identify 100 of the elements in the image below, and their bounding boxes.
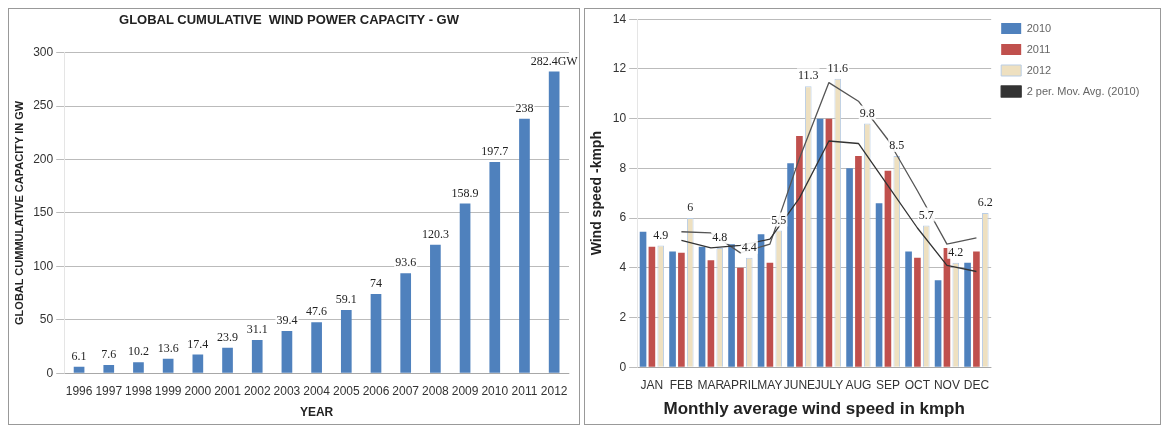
data-label: 10.2 [127,344,149,359]
bar [430,244,441,373]
y-tick-label: 200 [33,151,54,166]
bar [737,267,744,367]
x-tick-label: 2008 [422,383,450,398]
legend-label: 2010 [1026,21,1052,34]
x-tick-label: NOV [933,377,960,392]
chart-title: GLOBAL CUMULATIVE WIND POWER CAPACITY - GW [119,12,460,28]
data-label: 120.3 [421,226,449,241]
x-tick-label: AUG [845,377,872,392]
x-tick-label: MAY [757,377,783,392]
x-tick-label: 2003 [273,383,301,398]
data-label: 197.7 [481,144,509,159]
data-label: 13.6 [157,340,179,355]
y-tick-label: 4 [619,260,627,275]
bar [678,252,685,367]
x-tick-label: 2012 [540,383,568,398]
data-label: 74 [370,276,382,291]
bar [251,339,263,373]
y-tick-label: 0 [619,359,627,374]
bar [459,203,471,373]
bar [964,262,971,367]
x-tick-label: 1996 [65,383,93,398]
x-tick-label: 1997 [95,383,123,398]
bar [548,71,560,373]
bar [400,273,412,373]
bar [370,294,382,373]
x-tick-label: SEP [875,377,900,392]
data-label: 39.4 [276,313,298,328]
bar [914,257,921,367]
y-tick-label: 300 [33,44,54,59]
data-label: 5.5 [771,212,787,227]
data-label: 5.7 [918,207,934,222]
bar [855,155,862,367]
x-tick-label: 2007 [392,383,420,398]
data-label: 4.8 [712,230,728,245]
data-label: 11.6 [827,61,849,76]
x-tick-label: 2011 [511,383,538,398]
y-tick-label: 10 [612,110,627,125]
x-axis-title: Monthly average wind speed in kmph [663,399,965,419]
x-tick-label: OCT [904,377,931,392]
x-tick-label: 1998 [125,383,153,398]
y-tick-label: 50 [39,312,54,327]
legend-label: 2012 [1026,63,1052,76]
bar [648,246,656,367]
data-label: 4.2 [948,244,964,259]
x-tick-label: 2010 [481,383,509,398]
data-label: 59.1 [335,292,357,307]
bar [973,251,980,367]
x-tick-label: 2004 [303,383,331,398]
y-tick-label: 6 [619,210,627,225]
x-tick-label: JUNE [783,377,816,392]
data-label: 6 [687,200,694,215]
legend-label: 2011 [1026,42,1051,55]
x-tick-label: APRIL [723,377,759,392]
bar [73,366,85,373]
legend-label: 2 per. Mov. Avg. (2010) [1026,84,1140,97]
bar [787,163,794,367]
data-label: 7.6 [101,347,117,362]
data-label: 17.4 [187,336,209,351]
bar [162,358,174,373]
data-label: 9.8 [859,105,875,120]
x-tick-label: JULY [814,377,844,392]
x-tick-label: 2002 [243,383,271,398]
y-tick-label: 100 [33,258,54,273]
y-tick-label: 2 [619,309,627,324]
x-tick-label: 2005 [332,383,360,398]
data-label: 93.6 [395,255,417,270]
data-label: 31.1 [246,322,268,337]
y-tick-label: 150 [33,205,54,220]
y-axis-title: Wind speed -kmph [588,131,605,256]
x-tick-label: MAR [697,377,725,392]
bar [669,251,676,367]
y-tick-label: 12 [612,61,627,76]
data-label: 4.4 [741,239,757,254]
bar [340,310,352,373]
x-tick-label: 2009 [451,383,479,398]
bar [707,260,715,367]
y-tick-label: 0 [46,365,54,380]
bar [698,246,706,367]
data-label: 282.4GW [530,53,579,68]
data-label: 47.6 [306,304,328,319]
bar [796,136,803,367]
bar [281,331,293,373]
bar [875,203,883,367]
bar [311,322,322,373]
bar [905,251,912,367]
bar [133,362,144,373]
data-label: 11.3 [797,68,819,83]
x-tick-label: 2006 [362,383,390,398]
bar [192,354,204,373]
bar [489,161,501,373]
y-axis-title: GLOBAL CUMMULATIVE CAPACITY IN GW [12,100,25,325]
y-tick-label: 250 [33,98,54,113]
bar [519,118,530,373]
bar [846,168,853,367]
data-label: 4.9 [653,227,669,242]
data-label: 8.5 [889,138,905,153]
bar [728,244,735,367]
data-label: 23.9 [217,329,239,344]
